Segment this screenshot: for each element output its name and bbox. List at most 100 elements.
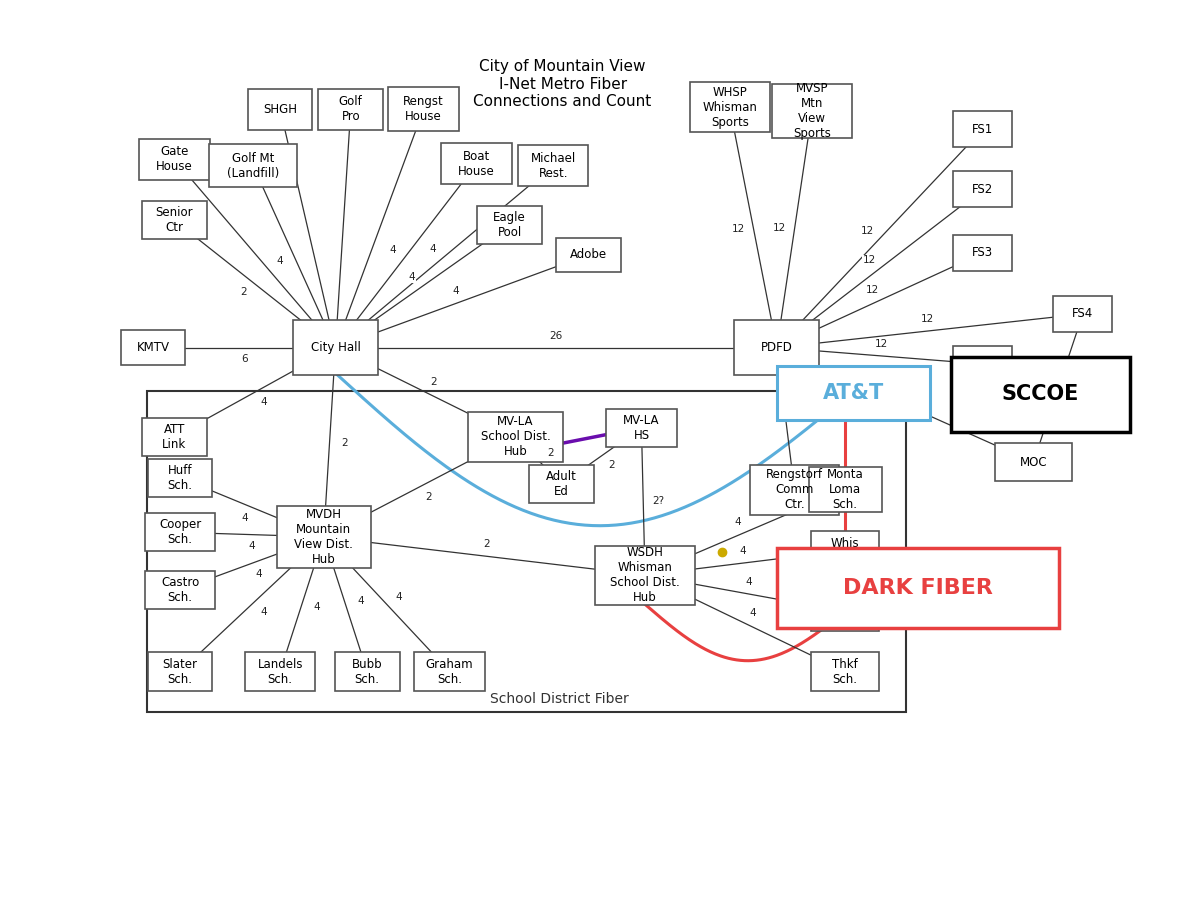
Text: 4: 4 (408, 272, 415, 282)
FancyBboxPatch shape (148, 459, 212, 497)
Text: 4: 4 (430, 244, 437, 254)
Text: 4: 4 (750, 608, 757, 618)
FancyBboxPatch shape (528, 465, 593, 503)
Text: WSDH
Whisman
School Dist.
Hub: WSDH Whisman School Dist. Hub (610, 546, 680, 604)
FancyBboxPatch shape (139, 138, 210, 180)
FancyBboxPatch shape (145, 571, 215, 609)
FancyBboxPatch shape (277, 506, 371, 568)
Text: Golf
Pro: Golf Pro (339, 96, 363, 123)
Text: 4: 4 (390, 245, 397, 255)
FancyBboxPatch shape (293, 320, 378, 375)
Text: 12: 12 (906, 389, 919, 399)
Text: 4: 4 (739, 546, 746, 556)
FancyBboxPatch shape (953, 235, 1012, 271)
Text: 2: 2 (341, 438, 348, 448)
Text: PDFD: PDFD (760, 341, 793, 354)
FancyBboxPatch shape (811, 531, 879, 570)
Text: AT&T: AT&T (823, 383, 884, 403)
FancyBboxPatch shape (811, 652, 879, 691)
Text: Landels
Sch.: Landels Sch. (258, 658, 302, 685)
Text: School District Fiber: School District Fiber (490, 693, 629, 706)
Text: City of Mountain View
I-Net Metro Fiber
Connections and Count: City of Mountain View I-Net Metro Fiber … (473, 59, 652, 109)
Text: Cooper
Sch.: Cooper Sch. (159, 519, 201, 546)
FancyBboxPatch shape (121, 330, 186, 365)
FancyBboxPatch shape (809, 467, 882, 512)
FancyBboxPatch shape (334, 652, 399, 691)
FancyBboxPatch shape (953, 346, 1012, 382)
Text: 4: 4 (248, 541, 254, 551)
Text: Adobe: Adobe (570, 248, 607, 261)
FancyBboxPatch shape (951, 357, 1130, 432)
Text: Boat
House: Boat House (458, 150, 496, 177)
FancyBboxPatch shape (210, 144, 297, 187)
Text: Castro
Sch.: Castro Sch. (161, 576, 199, 603)
FancyBboxPatch shape (518, 145, 588, 187)
Text: 12: 12 (772, 223, 786, 233)
FancyBboxPatch shape (245, 652, 315, 691)
Text: 4: 4 (745, 577, 752, 587)
FancyBboxPatch shape (318, 88, 383, 129)
Text: 12: 12 (875, 339, 887, 349)
FancyBboxPatch shape (414, 652, 485, 691)
Text: Monta
Loma
Sch.: Monta Loma Sch. (826, 468, 864, 511)
Text: Gate
House: Gate House (155, 146, 193, 173)
Text: Eagle
Pool: Eagle Pool (493, 211, 526, 238)
FancyBboxPatch shape (148, 652, 212, 691)
FancyBboxPatch shape (996, 443, 1071, 481)
FancyBboxPatch shape (468, 411, 563, 462)
FancyBboxPatch shape (1053, 296, 1112, 332)
Text: 4: 4 (395, 592, 403, 602)
FancyBboxPatch shape (734, 320, 819, 375)
FancyBboxPatch shape (141, 201, 207, 239)
FancyBboxPatch shape (953, 111, 1012, 147)
FancyBboxPatch shape (751, 464, 838, 515)
Text: 12: 12 (922, 314, 935, 324)
Text: 2: 2 (547, 449, 554, 459)
Text: Whis
Sch.: Whis Sch. (831, 537, 859, 564)
Text: Bubb
Sch.: Bubb Sch. (352, 658, 383, 685)
Text: FS2: FS2 (972, 183, 993, 196)
FancyBboxPatch shape (777, 548, 1059, 628)
Text: 4: 4 (260, 607, 267, 617)
Text: 12: 12 (863, 255, 876, 265)
FancyBboxPatch shape (690, 82, 770, 132)
Text: 6: 6 (1070, 386, 1076, 396)
FancyBboxPatch shape (441, 143, 512, 184)
Text: 12: 12 (732, 224, 745, 234)
Text: 26: 26 (550, 331, 563, 340)
Text: 2?: 2? (652, 496, 665, 506)
Text: MV-LA
School Dist.
Hub: MV-LA School Dist. Hub (480, 415, 551, 459)
Text: Slater
Sch.: Slater Sch. (162, 658, 198, 685)
Text: 12: 12 (860, 227, 875, 237)
Text: Rengst
House: Rengst House (404, 96, 444, 123)
Text: WHSP
Whisman
Sports: WHSP Whisman Sports (703, 86, 757, 129)
Text: FS5: FS5 (972, 358, 993, 370)
Text: Golf Mt
(Landfill): Golf Mt (Landfill) (227, 152, 279, 179)
FancyBboxPatch shape (247, 88, 313, 129)
FancyBboxPatch shape (556, 238, 621, 272)
Text: Michael
Rest.: Michael Rest. (531, 152, 576, 179)
FancyBboxPatch shape (811, 592, 879, 631)
Text: 2: 2 (425, 491, 432, 501)
Text: SHGH: SHGH (264, 103, 297, 116)
Text: FS1: FS1 (972, 123, 993, 136)
Text: KMTV: KMTV (137, 341, 169, 354)
Text: 4: 4 (734, 517, 742, 527)
Text: SCCOE: SCCOE (1002, 385, 1079, 404)
Text: MV-LA
HS: MV-LA HS (623, 414, 660, 441)
FancyBboxPatch shape (777, 366, 930, 420)
Text: 12: 12 (865, 285, 878, 295)
Text: MVDH
Mountain
View Dist.
Hub: MVDH Mountain View Dist. Hub (294, 508, 353, 566)
Text: Critt
Sch.: Critt Sch. (832, 598, 858, 625)
Text: DARK FIBER: DARK FIBER (843, 578, 993, 598)
FancyBboxPatch shape (772, 84, 852, 138)
FancyBboxPatch shape (141, 418, 207, 456)
FancyBboxPatch shape (145, 513, 215, 551)
Text: 4: 4 (260, 397, 267, 407)
FancyBboxPatch shape (953, 171, 1012, 207)
Text: Graham
Sch.: Graham Sch. (426, 658, 473, 685)
Text: 6: 6 (241, 355, 247, 364)
FancyBboxPatch shape (478, 206, 541, 244)
Text: MOC: MOC (1019, 456, 1048, 469)
FancyBboxPatch shape (606, 409, 677, 447)
